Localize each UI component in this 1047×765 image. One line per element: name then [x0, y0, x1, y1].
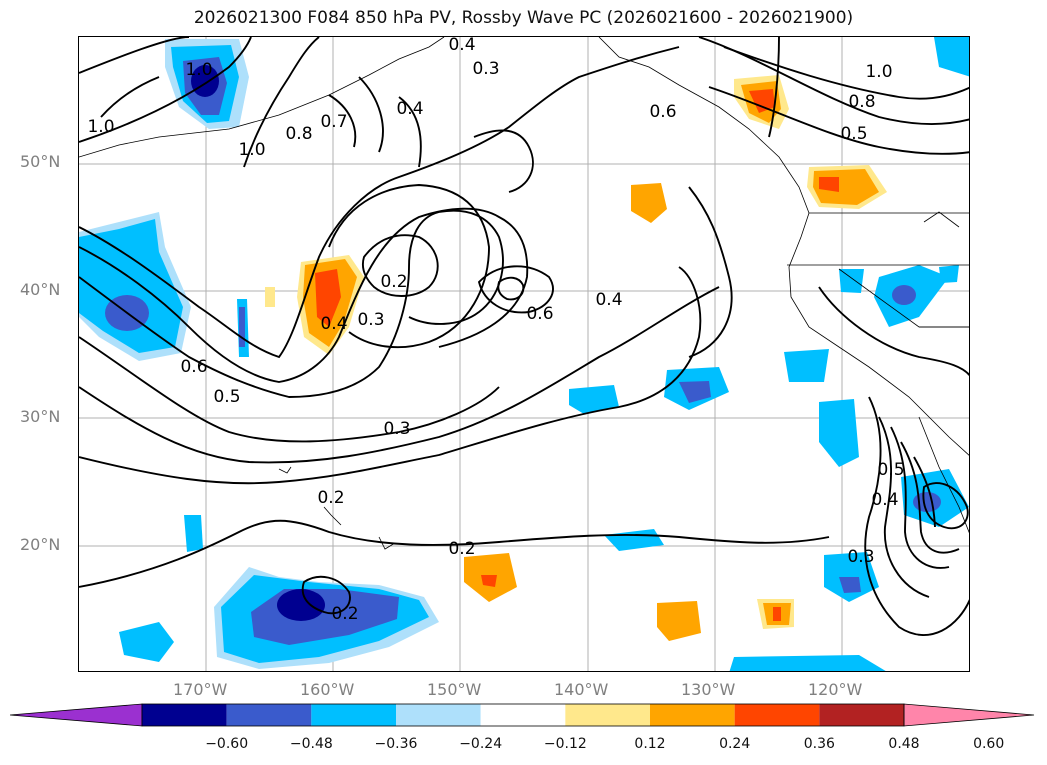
- colorbar-tick-label: 0.36: [803, 736, 835, 752]
- colorbar-tick-label: 0.48: [888, 736, 920, 752]
- colorbar-segment: [311, 704, 396, 726]
- contour-label: 0.6: [526, 304, 553, 324]
- contour-label: 0.8: [848, 92, 875, 112]
- lon-label-170w: 170°W: [173, 680, 228, 699]
- lon-label-130w: 130°W: [681, 680, 736, 699]
- colorbar-tick-label: −0.48: [289, 736, 333, 752]
- colorbar: [10, 703, 1035, 727]
- contour-label: 0.2: [331, 604, 358, 624]
- lon-label-140w: 140°W: [554, 680, 609, 699]
- colorbar-tick-label: −0.36: [374, 736, 418, 752]
- contour-label: 0.5: [213, 387, 240, 407]
- colorbar-tick-label: 0.12: [634, 736, 666, 752]
- contour-label: 0.5: [840, 124, 867, 144]
- colorbar-segment: [480, 704, 566, 726]
- contour-label: 0.3: [357, 310, 384, 330]
- contour-label: 1.0: [87, 117, 114, 137]
- colorbar-extend-max: [903, 703, 1035, 727]
- colorbar-tick-label: 0.60: [973, 736, 1005, 752]
- colorbar-border: [141, 703, 905, 727]
- contour-label: 0.3: [847, 547, 874, 567]
- contour-label: 0.5: [877, 460, 904, 480]
- colorbar-ticks: −0.60 −0.48 −0.36 −0.24 −0.12 0.12 0.24 0.36 0.4…: [0, 736, 1047, 756]
- contour-label-group: 0.4 0.3 1.0 0.4 0.7 0.8 1.0 1.0 0.6 0.8 …: [87, 37, 904, 624]
- lon-label-120w: 120°W: [808, 680, 863, 699]
- contour-label: 0.4: [871, 490, 898, 510]
- contour-label: 1.0: [185, 60, 212, 80]
- positive-anomaly-shading: [265, 75, 887, 641]
- colorbar-tick-label: −0.60: [205, 736, 249, 752]
- contour-label: 1.0: [238, 140, 265, 160]
- contour-label: 0.4: [396, 99, 423, 119]
- lon-label-160w: 160°W: [300, 680, 355, 699]
- colorbar-segment: [734, 704, 820, 726]
- lat-label-50n: 50°N: [20, 152, 61, 171]
- colorbar-segment: [565, 704, 650, 726]
- contour-label: 0.4: [448, 37, 475, 55]
- contour-label: 0.4: [320, 314, 347, 334]
- contour-label: 0.7: [320, 112, 347, 132]
- colorbar-tick-label: 0.24: [719, 736, 751, 752]
- lat-label-20n: 20°N: [20, 535, 61, 554]
- colorbar-segment: [819, 704, 904, 726]
- colorbar-segment: [396, 704, 481, 726]
- contour-label: 0.8: [285, 124, 312, 144]
- contour-label: 0.2: [317, 488, 344, 508]
- colorbar-extend-min: [10, 703, 143, 727]
- colorbar-tick-label: −0.12: [543, 736, 587, 752]
- lat-label-30n: 30°N: [20, 407, 61, 426]
- colorbar-segment: [226, 704, 312, 726]
- contour-label: 0.6: [180, 357, 207, 377]
- contour-label: 0.2: [448, 539, 475, 559]
- map-title: 2026021300 F084 850 hPa PV, Rossby Wave …: [193, 8, 854, 28]
- map-panel: 0.4 0.3 1.0 0.4 0.7 0.8 1.0 1.0 0.6 0.8 …: [78, 36, 970, 672]
- map-svg: 0.4 0.3 1.0 0.4 0.7 0.8 1.0 1.0 0.6 0.8 …: [79, 37, 969, 671]
- contour-label: 1.0: [865, 62, 892, 82]
- contour-label: 0.4: [595, 290, 622, 310]
- contour-label: 0.3: [472, 59, 499, 79]
- colorbar-segment: [650, 704, 735, 726]
- pv-contours: [79, 37, 969, 636]
- colorbar-tick-label: −0.24: [459, 736, 503, 752]
- colorbar-segment: [142, 704, 227, 726]
- colorbar-segments: [10, 703, 1035, 727]
- contour-label: 0.2: [380, 272, 407, 292]
- negative-anomaly-shading: [79, 37, 969, 671]
- contour-label: 0.6: [649, 102, 676, 122]
- contour-label: 0.3: [383, 419, 410, 439]
- lat-label-40n: 40°N: [20, 280, 61, 299]
- lon-label-150w: 150°W: [427, 680, 482, 699]
